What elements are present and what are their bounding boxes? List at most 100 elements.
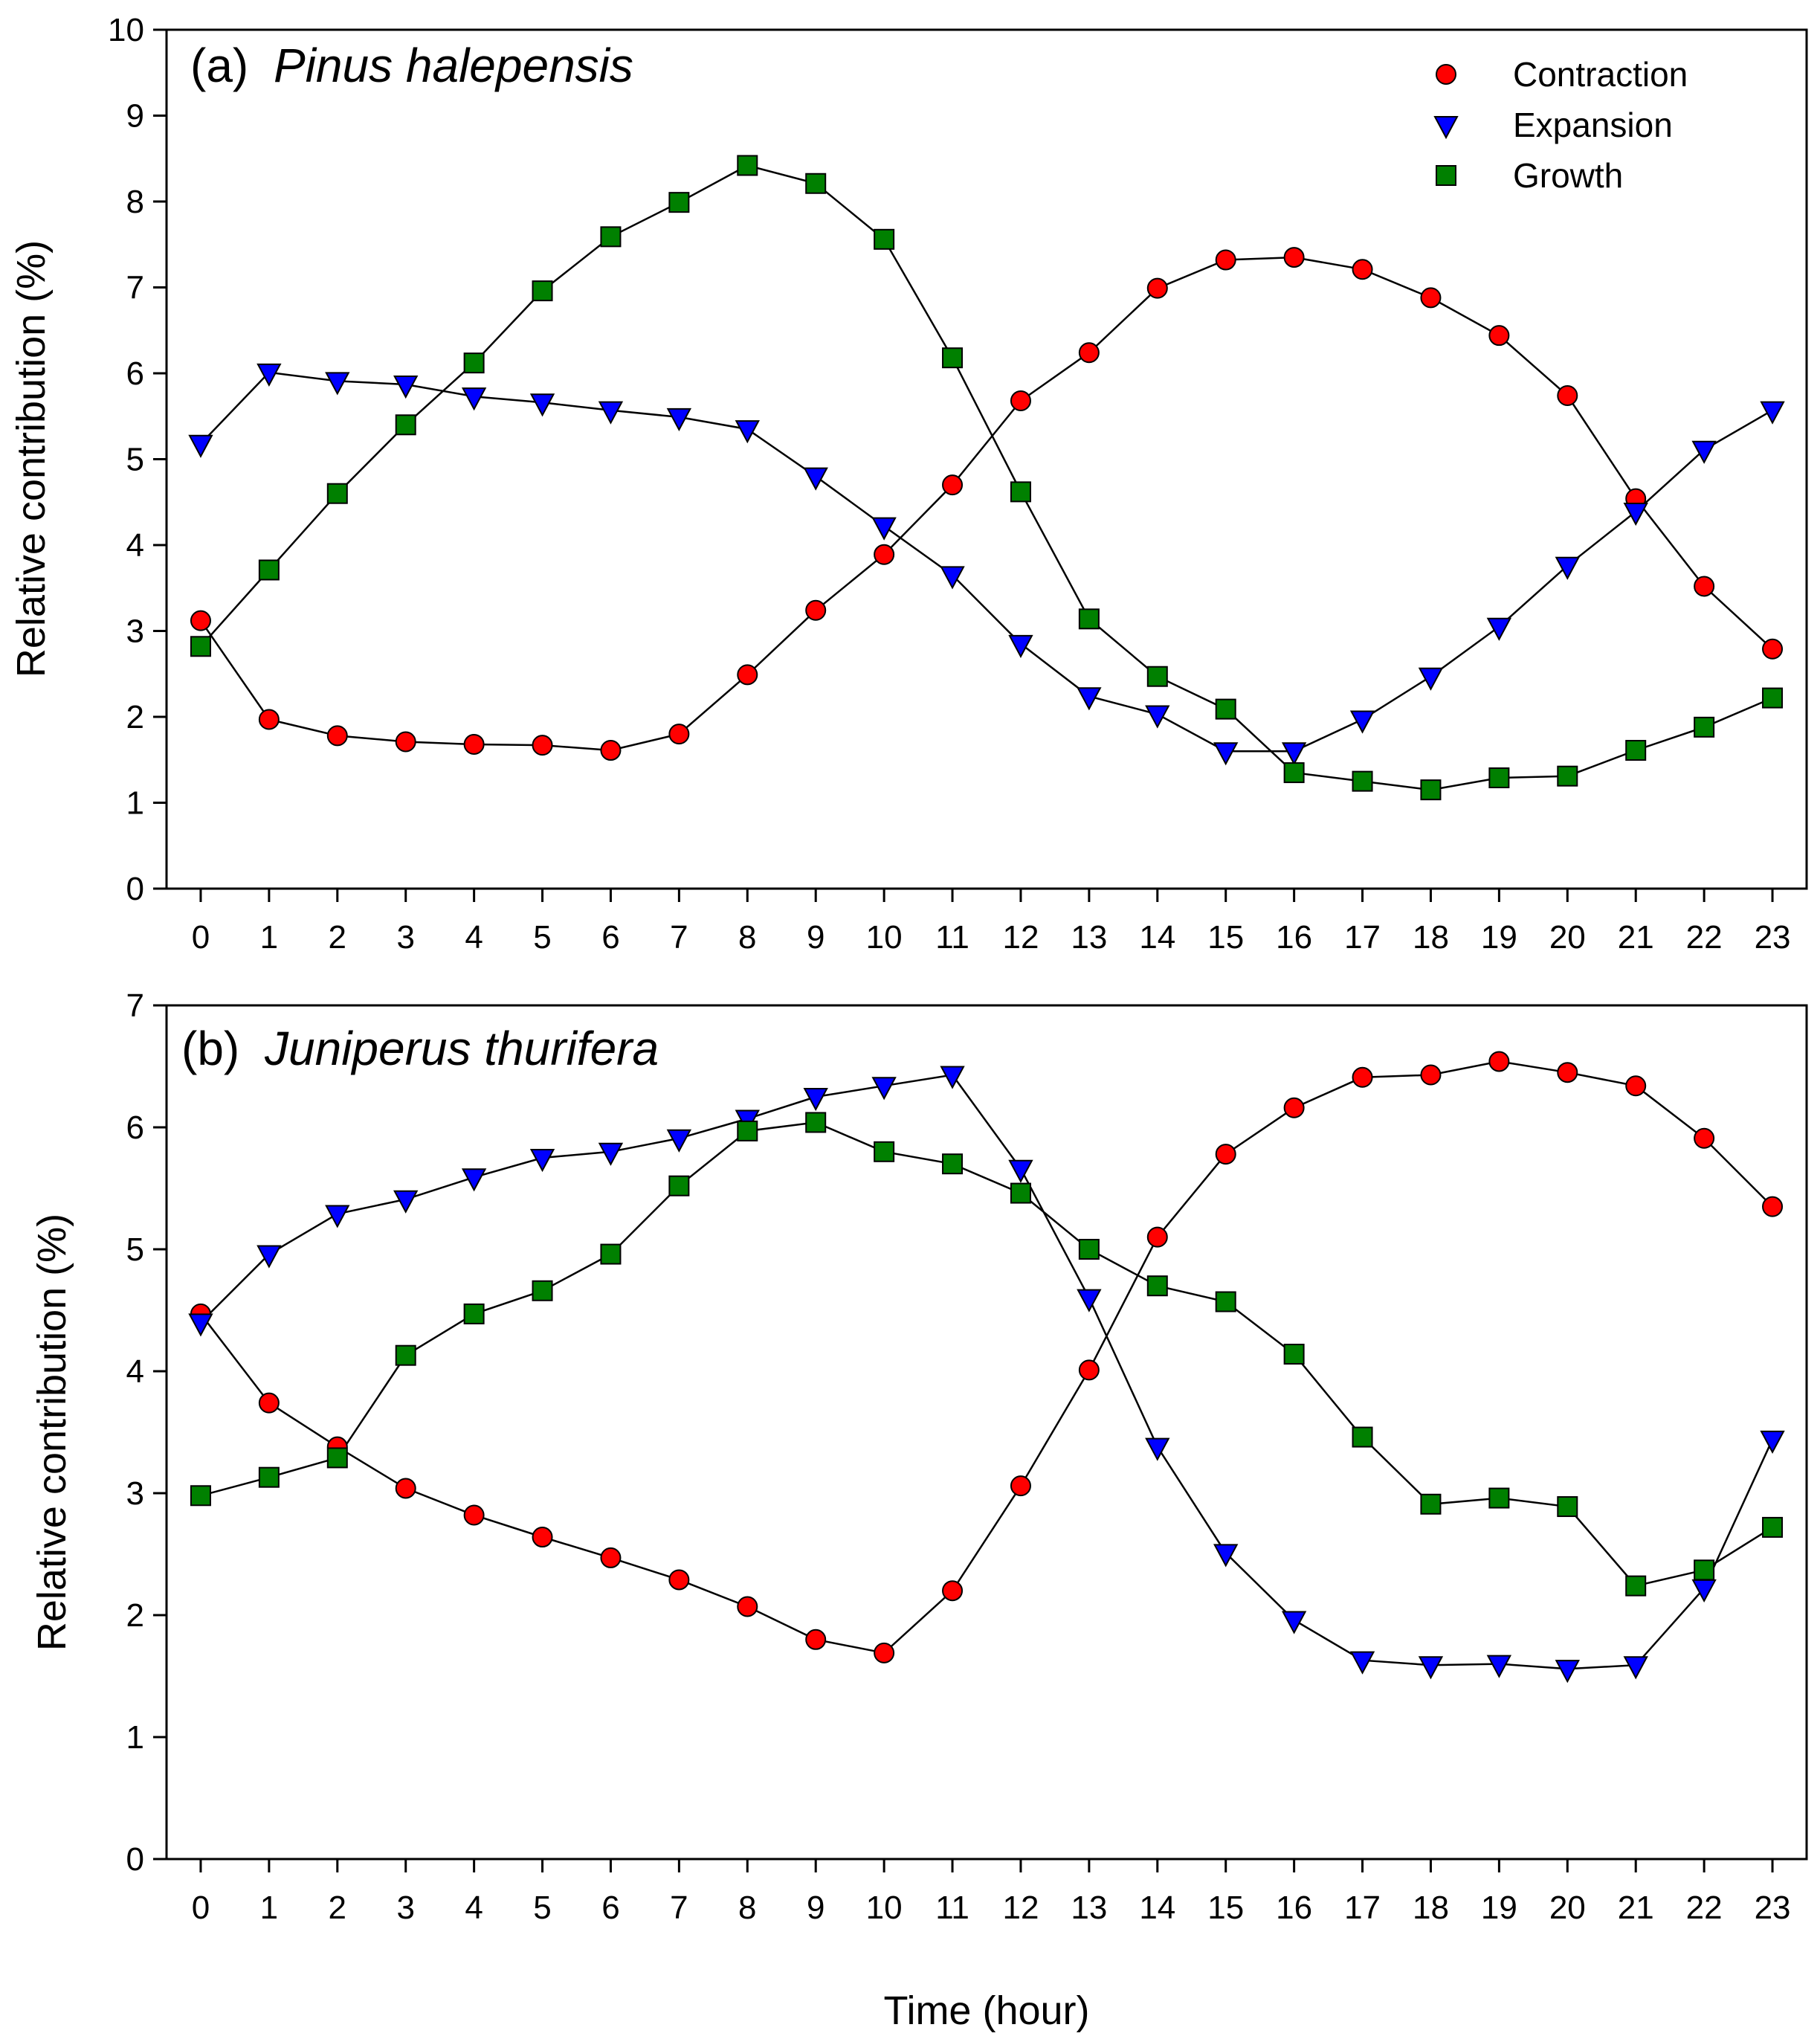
panel-b-x-tick-label: 8: [738, 1890, 756, 1926]
panel-a-contraction-point: [1488, 325, 1510, 347]
panel-b-expansion-point: [529, 1149, 555, 1173]
panel-a-contraction-point: [258, 709, 280, 730]
legend-contraction-label: Contraction: [1513, 55, 1688, 94]
panel-b-growth-point: [737, 1120, 758, 1141]
panel-a-expansion-point: [1077, 687, 1102, 711]
panel-a-x-tick-label: 22: [1686, 919, 1723, 956]
panel-b-expansion-point: [1213, 1544, 1239, 1568]
panel-b-contraction-point: [1352, 1066, 1373, 1088]
panel-a-x-tick-label: 12: [1002, 919, 1039, 956]
panel-b-y-tick-label: 5: [126, 1231, 144, 1268]
panel-b-growth-point: [668, 1175, 690, 1196]
panel-a-expansion-point: [1691, 440, 1717, 464]
panel-a-x-tick-label: 6: [601, 919, 619, 956]
panel-b-expansion-point: [1555, 1660, 1580, 1684]
panel-a-x-tick-label: 15: [1207, 919, 1244, 956]
panel-a-contraction-point: [1694, 576, 1715, 597]
legend: Contraction Expansion Growth: [1433, 55, 1688, 195]
legend-growth-marker: [1436, 165, 1456, 186]
panel-b-x-tick-label: 11: [935, 1890, 969, 1926]
panel-b-x-tick-label: 14: [1139, 1890, 1175, 1926]
panel-b-expansion-point: [1623, 1656, 1648, 1680]
panel-a-growth-point: [1557, 765, 1578, 787]
panel-a-y-tick-label: 10: [108, 12, 144, 48]
panel-b-contraction-line: [200, 1060, 1773, 1655]
panel-b-x-tick-label: 21: [1618, 1890, 1654, 1926]
panel-b-expansion-point: [871, 1077, 897, 1101]
panel-a-contraction-line: [199, 256, 1773, 752]
panel-a-y-tick-label: 0: [126, 871, 144, 907]
panel-a-growth-point: [1352, 770, 1373, 792]
panel-b-expansion-point: [188, 1313, 213, 1337]
panel-a-contraction-point: [1010, 390, 1031, 411]
panel-b-x-tick-label: 12: [1002, 1890, 1039, 1926]
panel-a-x-tick-label: 17: [1344, 919, 1381, 956]
panel-a-x-tick-label: 19: [1481, 919, 1517, 956]
panel-b-contraction-point: [1010, 1475, 1031, 1497]
panel-b-contraction-point: [1557, 1062, 1578, 1083]
panel-a-x-tick-label: 16: [1276, 919, 1312, 956]
panel-a-expansion-point: [1008, 634, 1033, 658]
panel-b-contraction-point: [1146, 1226, 1168, 1248]
panel-a-growth-point: [805, 173, 827, 194]
panel-b-y-axis-title: Relative contribution (%): [30, 1214, 74, 1651]
panel-a-y-tick-label: 8: [126, 184, 144, 220]
panel-a-growth-point: [1762, 687, 1784, 709]
panel-a-expansion-point: [1623, 502, 1648, 526]
panel-b-growth-point: [1557, 1496, 1578, 1518]
panel-b-x-tick-label: 1: [260, 1890, 278, 1926]
panel-b-y-tick-label: 3: [126, 1475, 144, 1512]
panel-b-x-tick-label: 13: [1071, 1890, 1107, 1926]
panel-b-contraction-point: [1488, 1051, 1510, 1072]
panel-b-growth-point: [1762, 1516, 1784, 1538]
panel-a-x-tick-label: 5: [533, 919, 551, 956]
panel-a-growth-point: [463, 352, 485, 374]
panel-b-contraction-point: [1762, 1196, 1784, 1217]
panel-a-contraction-point: [532, 735, 553, 756]
panel-a-contraction-point: [326, 725, 348, 747]
panel-a-expansion-point: [529, 393, 555, 417]
panel-a-growth-point: [1010, 481, 1031, 503]
panel-b-growth-point: [1625, 1575, 1647, 1597]
panel-b-contraction-point: [1625, 1075, 1647, 1097]
panel-b-expansion-point: [461, 1168, 487, 1192]
panel-b-contraction-point: [600, 1547, 622, 1568]
panel-a-species: Pinus halepensis: [274, 39, 633, 92]
panel-b-growth-point: [1352, 1426, 1373, 1448]
panel-b-x-tick-label: 19: [1481, 1890, 1517, 1926]
panel-a-contraction-point: [805, 599, 827, 621]
panel-b-expansion-point: [1145, 1437, 1170, 1461]
panel-a-y-tick-label: 4: [126, 527, 144, 564]
panel-a-y-tick-label: 2: [126, 699, 144, 735]
panel-a-expansion-point: [1760, 401, 1785, 425]
panel-b-species: Juniperus thurifera: [264, 1022, 659, 1075]
panel-b-y-tick-label: 1: [126, 1719, 144, 1756]
panel-a-y-tick-label: 6: [126, 355, 144, 392]
panel-a-expansion-point: [1418, 667, 1444, 691]
panel-b-contraction-point: [942, 1580, 964, 1602]
panel-b-y-tick-label: 0: [126, 1841, 144, 1878]
panel-a-contraction-point: [600, 740, 622, 761]
panel-b-growth-point: [1488, 1487, 1510, 1509]
panel-a-y-tick-label: 1: [126, 785, 144, 822]
panel-a-expansion-point: [1281, 742, 1307, 766]
panel-a-growth-point: [1625, 740, 1647, 761]
panel-b-x-tick-label: 6: [601, 1890, 619, 1926]
panel-a-x-tick-label: 11: [935, 919, 969, 956]
panel-a-x-tick-label: 9: [807, 919, 825, 956]
panel-b-contraction-point: [874, 1642, 895, 1663]
panel-a-x-tick-label: 3: [396, 919, 414, 956]
panel-b-expansion-point: [393, 1190, 419, 1214]
panel-a-x-tick-label: 10: [866, 919, 903, 956]
panel-a-growth-point: [600, 226, 622, 248]
panel-b-expansion-point: [940, 1066, 965, 1089]
panel-b-contraction-point: [258, 1392, 280, 1414]
x-axis-title: Time (hour): [883, 1988, 1089, 2033]
panel-a-expansion-point: [256, 363, 282, 387]
panel-a-expansion-point: [325, 372, 350, 396]
panel-a-expansion-point: [666, 408, 692, 432]
panel-b-growth-point: [805, 1112, 827, 1133]
panel-a-contraction-point: [1283, 247, 1305, 268]
